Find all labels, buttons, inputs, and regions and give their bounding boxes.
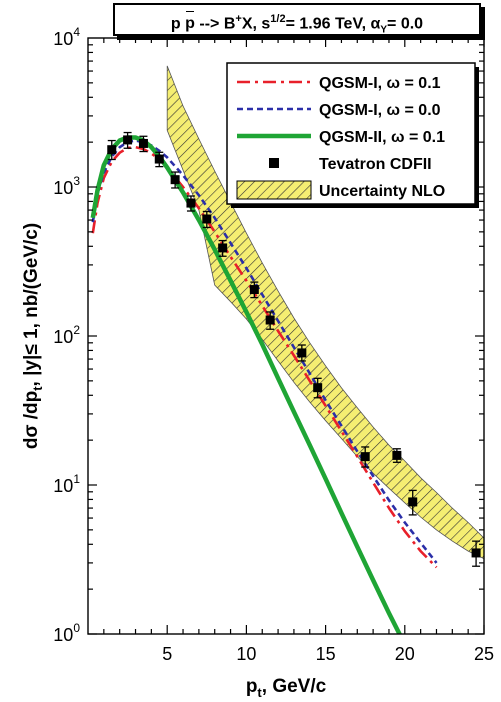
legend-swatch [236, 180, 312, 200]
legend-label: QGSM-I, ω = 0.0 [319, 102, 441, 119]
data-point [154, 151, 164, 168]
legend-entry: QGSM-I, ω = 0.0 [237, 102, 441, 119]
legend-entry: Uncertainty NLO [236, 180, 445, 200]
y-tick-label: 103 [53, 174, 80, 198]
data-point [218, 239, 228, 257]
data-marker [313, 383, 323, 393]
data-point [265, 311, 275, 330]
x-tick-label: 20 [395, 644, 415, 664]
x-tick-label: 15 [316, 644, 336, 664]
data-marker [471, 548, 481, 558]
data-marker [218, 243, 228, 253]
series-line-solid [90, 135, 403, 634]
y-tick-label: 100 [53, 621, 80, 645]
data-marker [249, 285, 259, 295]
y-tick-label: 104 [53, 25, 80, 49]
data-point [123, 131, 133, 149]
data-point [408, 489, 418, 516]
data-marker [265, 315, 275, 325]
data-marker [123, 135, 133, 145]
data-point [360, 446, 370, 468]
legend-label: Uncertainty NLO [319, 183, 445, 200]
legend-marker [269, 158, 279, 168]
data-marker [297, 348, 307, 358]
x-tick-label: 5 [162, 644, 172, 664]
legend-entry: QGSM-I, ω = 0.1 [237, 75, 441, 92]
data-point [202, 210, 212, 229]
data-marker [392, 450, 402, 460]
data-marker [154, 154, 164, 164]
data-marker [170, 175, 180, 185]
data-marker [360, 452, 370, 462]
chart-title: p p --> B+X, s1/2= 1.96 TeV, αΥ= 0.0 [113, 3, 481, 36]
x-tick-label: 10 [236, 644, 256, 664]
data-point [249, 281, 259, 299]
y-axis-label: dσ /dpt, |y|≤ 1, nb/(GeV/c) [21, 223, 45, 449]
series-line-dashdot [91, 145, 438, 569]
data-point [138, 135, 148, 153]
data-point [392, 448, 402, 463]
data-marker [408, 497, 418, 507]
legend-label: QGSM-I, ω = 0.1 [319, 75, 441, 92]
data-point [313, 377, 323, 399]
y-tick-label: 101 [53, 472, 80, 496]
data-point [107, 139, 117, 161]
x-axis-label: pt, GeV/c [246, 676, 327, 700]
data-marker [202, 214, 212, 224]
data-marker [107, 145, 117, 155]
x-tick-label: 25 [474, 644, 494, 664]
y-tick-label: 102 [53, 323, 80, 347]
data-point [297, 344, 307, 362]
legend-label: Tevatron CDFII [319, 156, 432, 173]
data-point [170, 171, 180, 189]
legend-entry: Tevatron CDFII [269, 156, 432, 173]
data-point [186, 195, 196, 212]
data-marker [186, 198, 196, 208]
legend-entry: QGSM-II, ω = 0.1 [237, 129, 445, 146]
legend-label: QGSM-II, ω = 0.1 [319, 129, 445, 146]
data-marker [138, 138, 148, 148]
data-point [471, 540, 481, 567]
